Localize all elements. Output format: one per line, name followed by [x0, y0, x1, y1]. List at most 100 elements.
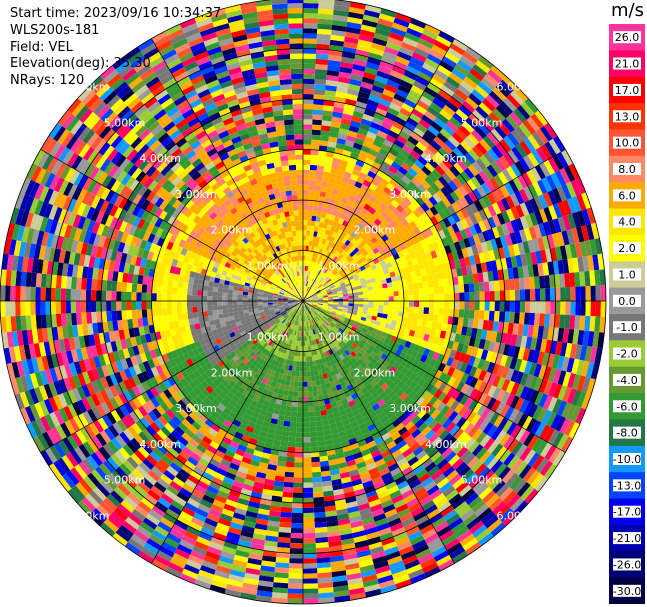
- velocity-bin: [100, 377, 110, 390]
- velocity-bin: [303, 94, 314, 100]
- velocity-bin: [460, 155, 472, 168]
- velocity-bin: [303, 371, 307, 377]
- velocity-bin: [316, 165, 325, 172]
- velocity-bin: [356, 176, 365, 184]
- velocity-bin: [416, 255, 424, 264]
- velocity-bin: [199, 565, 216, 575]
- velocity-bin: [510, 193, 520, 207]
- velocity-bin: [355, 328, 362, 334]
- velocity-bin: [163, 369, 172, 380]
- velocity-bin: [447, 316, 454, 325]
- velocity-bin: [415, 269, 422, 277]
- velocity-bin: [166, 351, 174, 361]
- velocity-bin: [575, 177, 586, 195]
- velocity-bin: [295, 340, 299, 347]
- velocity-bin: [590, 222, 600, 240]
- velocity-bin: [245, 510, 258, 519]
- velocity-bin: [341, 346, 347, 352]
- velocity-bin: [228, 489, 241, 498]
- velocity-bin: [432, 279, 439, 288]
- velocity-bin: [325, 382, 332, 389]
- velocity-bin: [466, 411, 477, 423]
- velocity-bin: [161, 412, 172, 423]
- velocity-bin: [523, 227, 533, 241]
- velocity-bin: [157, 497, 171, 509]
- velocity-bin: [267, 333, 273, 339]
- velocity-bin: [312, 278, 316, 284]
- velocity-bin: [324, 398, 331, 405]
- velocity-bin: [331, 29, 346, 37]
- velocity-bin: [492, 387, 502, 400]
- velocity-bin: [448, 308, 455, 317]
- velocity-bin: [452, 413, 463, 425]
- velocity-bin: [210, 410, 220, 420]
- velocity-bin: [363, 324, 369, 330]
- velocity-bin: [314, 274, 319, 280]
- velocity-bin: [392, 310, 399, 316]
- velocity-bin: [580, 286, 586, 301]
- velocity-bin: [556, 355, 565, 371]
- velocity-bin: [348, 321, 354, 327]
- velocity-bin: [234, 414, 244, 423]
- velocity-bin: [315, 338, 320, 345]
- velocity-bin: [420, 557, 436, 569]
- velocity-bin: [37, 434, 50, 450]
- velocity-bin: [223, 541, 238, 550]
- velocity-bin: [550, 414, 562, 430]
- velocity-bin: [413, 405, 424, 416]
- velocity-bin: [403, 266, 411, 274]
- velocity-bin: [318, 450, 328, 457]
- velocity-bin: [206, 485, 219, 495]
- velocity-bin: [555, 416, 566, 432]
- velocity-bin: [143, 542, 160, 555]
- velocity-bin: [311, 380, 317, 387]
- velocity-bin: [368, 445, 379, 454]
- velocity-bin: [585, 223, 595, 241]
- velocity-bin: [113, 507, 129, 521]
- velocity-bin: [380, 190, 389, 199]
- velocity-bin: [473, 337, 481, 349]
- velocity-bin: [460, 434, 472, 447]
- velocity-bin: [241, 333, 248, 340]
- velocity-bin: [39, 400, 50, 416]
- velocity-bin: [301, 326, 303, 332]
- velocity-bin: [459, 229, 468, 240]
- velocity-bin: [469, 301, 475, 310]
- velocity-bin: [463, 76, 478, 90]
- velocity-bin: [402, 311, 409, 318]
- velocity-bin: [365, 348, 373, 355]
- velocity-bin: [431, 436, 443, 448]
- velocity-bin: [200, 527, 215, 537]
- velocity-bin: [366, 406, 375, 415]
- velocity-bin: [333, 590, 350, 598]
- velocity-bin: [312, 304, 318, 308]
- velocity-bin: [263, 329, 270, 335]
- velocity-bin: [303, 109, 313, 115]
- velocity-bin: [518, 464, 532, 479]
- velocity-bin: [310, 370, 315, 377]
- velocity-bin: [478, 55, 494, 70]
- velocity-bin: [318, 270, 323, 276]
- velocity-bin: [360, 207, 369, 216]
- velocity-bin: [396, 457, 408, 468]
- velocity-bin: [274, 475, 285, 482]
- velocity-bin: [407, 135, 419, 146]
- velocity-bin: [562, 371, 572, 387]
- velocity-bin: [435, 426, 446, 437]
- velocity-bin: [303, 326, 305, 332]
- velocity-bin: [361, 345, 369, 352]
- velocity-bin: [403, 434, 415, 444]
- velocity-bin: [535, 288, 541, 301]
- velocity-bin: [294, 303, 299, 307]
- velocity-bin: [452, 112, 466, 125]
- velocity-bin: [340, 61, 354, 69]
- velocity-bin: [312, 272, 316, 278]
- velocity-bin: [447, 204, 457, 216]
- velocity-bin: [387, 266, 395, 273]
- velocity-bin: [283, 348, 288, 354]
- velocity-bin: [441, 447, 453, 459]
- velocity-bin: [316, 552, 330, 559]
- velocity-bin: [187, 474, 200, 485]
- velocity-bin: [279, 383, 286, 390]
- velocity-bin: [421, 133, 434, 144]
